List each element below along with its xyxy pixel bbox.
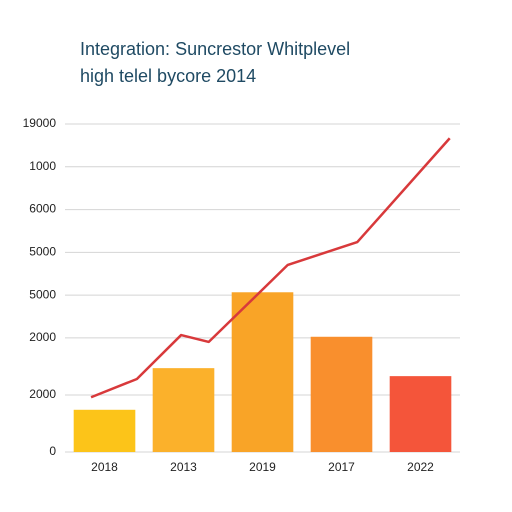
x-tick-label: 2017 <box>328 460 355 474</box>
bar <box>231 292 294 452</box>
bar <box>73 409 136 452</box>
x-tick-label: 2019 <box>249 460 276 474</box>
y-tick-label: 5000 <box>29 245 56 259</box>
y-tick-label: 0 <box>49 444 56 458</box>
x-tick-label: 2022 <box>407 460 434 474</box>
bar <box>152 368 215 452</box>
trend-line <box>90 137 451 399</box>
chart-subtitle: high telel bycore 2014 <box>80 66 256 86</box>
bar <box>310 336 373 452</box>
y-tick-label: 19000 <box>23 116 57 130</box>
y-tick-label: 6000 <box>29 202 56 216</box>
y-tick-label: 2000 <box>29 330 56 344</box>
x-tick-label: 2013 <box>170 460 197 474</box>
y-tick-label: 5000 <box>29 287 56 301</box>
x-tick-label: 2018 <box>91 460 118 474</box>
chart-title: Integration: Suncrestor Whitplevel <box>80 39 350 59</box>
bar <box>389 376 452 452</box>
y-tick-label: 1000 <box>29 159 56 173</box>
y-tick-label: 2000 <box>29 387 56 401</box>
